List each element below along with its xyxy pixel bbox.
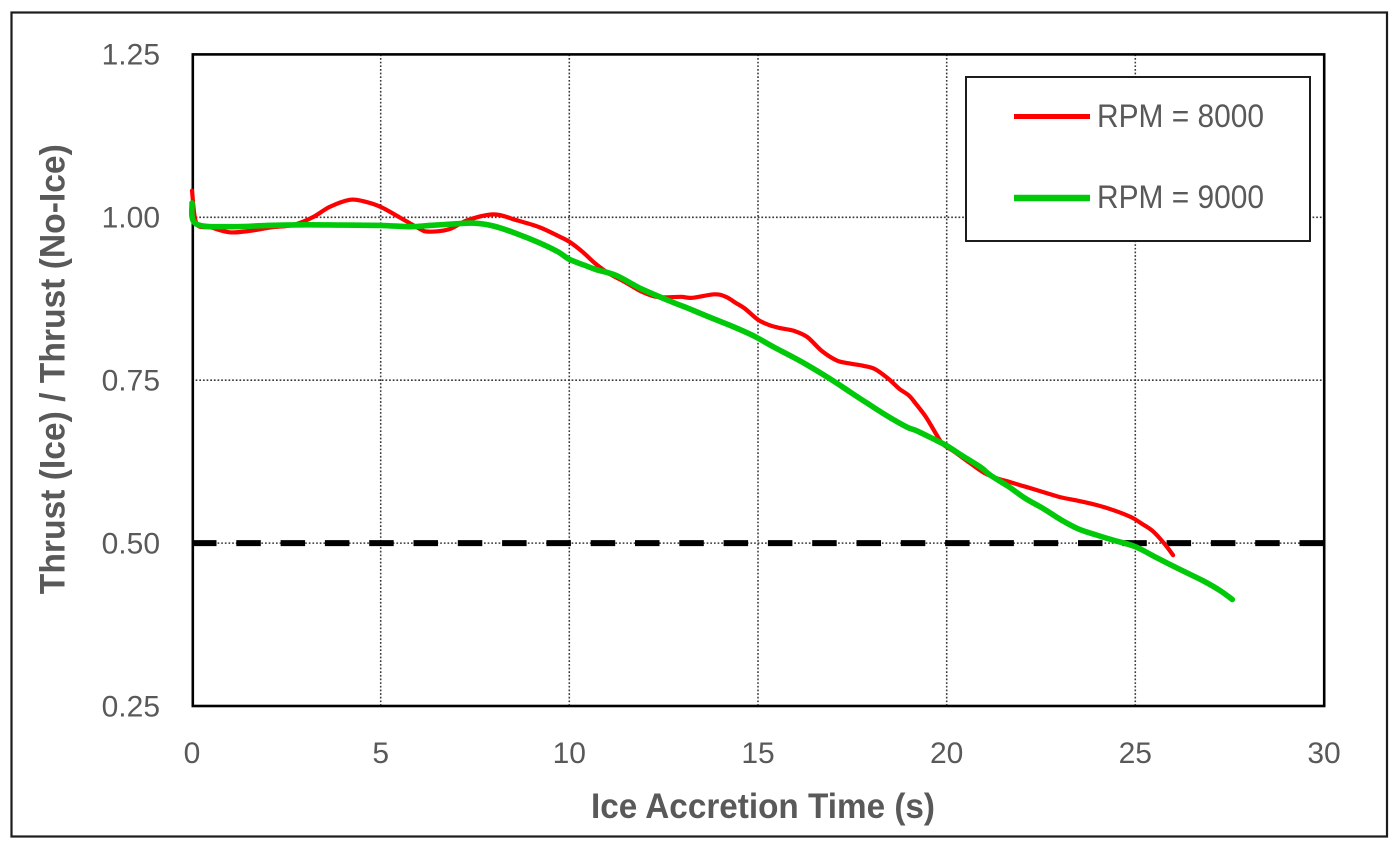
svg-text:1.25: 1.25	[102, 39, 160, 72]
svg-text:0: 0	[184, 737, 201, 770]
svg-text:0.25: 0.25	[102, 690, 160, 723]
svg-text:30: 30	[1307, 737, 1340, 770]
svg-text:5: 5	[372, 737, 389, 770]
svg-text:RPM = 9000: RPM = 9000	[1097, 179, 1264, 215]
svg-text:1.00: 1.00	[102, 202, 160, 235]
svg-text:Thrust (Ice) / Thrust (No-Ice): Thrust (Ice) / Thrust (No-Ice)	[34, 144, 73, 594]
svg-text:0.75: 0.75	[102, 365, 160, 398]
svg-text:0.50: 0.50	[102, 527, 160, 560]
svg-text:10: 10	[553, 737, 586, 770]
svg-text:25: 25	[1119, 737, 1152, 770]
svg-text:Ice Accretion Time (s): Ice Accretion Time (s)	[591, 787, 935, 826]
svg-text:RPM = 8000: RPM = 8000	[1097, 98, 1264, 134]
svg-text:20: 20	[930, 737, 963, 770]
svg-text:15: 15	[741, 737, 774, 770]
